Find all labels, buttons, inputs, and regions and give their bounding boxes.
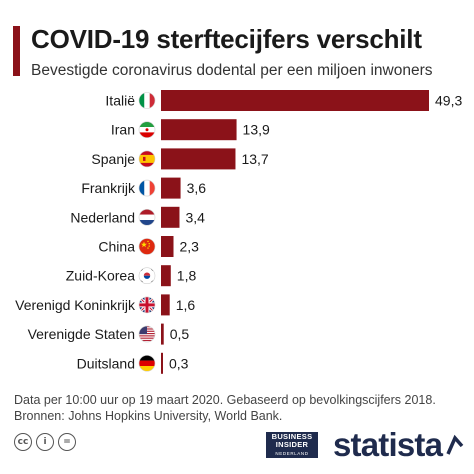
category-label: Verenigd Koninkrijk	[15, 297, 136, 313]
category-label: Nederland	[70, 209, 135, 225]
value-label: 1,6	[176, 297, 196, 313]
bar	[161, 206, 180, 228]
category-label: Spanje	[91, 151, 135, 167]
category-label: China	[98, 239, 135, 255]
spain-flag-icon	[138, 150, 156, 168]
uk-flag-icon	[138, 296, 156, 314]
usa-flag-icon	[138, 325, 156, 343]
bar	[161, 90, 429, 111]
category-label: Verenigde Staten	[28, 326, 135, 342]
value-label: 3,6	[187, 180, 207, 196]
bar	[161, 148, 236, 170]
bar	[161, 265, 171, 287]
value-label: 0,5	[170, 326, 190, 342]
bar	[161, 119, 237, 141]
statista-mark-icon	[446, 434, 464, 455]
bar	[161, 352, 163, 374]
business-insider-logo[interactable]: BUSINESS INSIDER NEDERLAND	[266, 432, 318, 458]
source-note-line-1: Data per 10:00 uur op 19 maart 2020. Geb…	[14, 393, 436, 407]
chart-title: COVID-19 sterftecijfers verschilt	[31, 24, 422, 54]
bar	[161, 323, 164, 345]
business-insider-line-2: INSIDER	[275, 439, 309, 449]
iran-flag-icon	[138, 121, 156, 138]
title-accent-bar	[13, 26, 20, 76]
value-label: 3,4	[185, 209, 205, 225]
chart-subtitle: Bevestigde coronavirus dodental per een …	[31, 62, 433, 79]
category-label: Frankrijk	[81, 180, 136, 196]
cc-icon: cc	[14, 433, 32, 451]
business-insider-line-1: BUSINESS	[271, 431, 313, 441]
value-label: 2,3	[180, 239, 200, 255]
italy-flag-icon	[138, 92, 156, 109]
category-label: Iran	[111, 122, 135, 138]
value-label: 13,7	[241, 151, 268, 167]
netherlands-flag-icon	[138, 209, 156, 226]
category-label: Duitsland	[77, 355, 135, 371]
attribution-icon: i	[36, 433, 54, 451]
statista-wordmark: statista	[333, 426, 443, 463]
france-flag-icon	[138, 179, 156, 197]
value-label: 49,3	[435, 93, 462, 109]
bar	[161, 177, 181, 199]
bar	[161, 236, 174, 257]
business-insider-line-3: NEDERLAND	[275, 450, 309, 456]
china-flag-icon	[138, 238, 156, 255]
bar-chart: Italië 49,3 Iran 13,9 Spanje 13,7 Frankrijk 3,6…	[15, 90, 462, 374]
source-note-line-2: Bronnen: Johns Hopkins University, World…	[14, 409, 283, 423]
bar	[161, 294, 170, 316]
source-note: Data per 10:00 uur op 19 maart 2020. Geb…	[14, 392, 436, 424]
creative-commons-icons[interactable]: cc i =	[14, 433, 76, 451]
south-korea-flag-icon	[138, 267, 156, 285]
value-label: 1,8	[177, 268, 197, 284]
category-label: Italië	[105, 93, 135, 109]
value-label: 13,9	[243, 122, 270, 138]
category-label: Zuid-Korea	[66, 268, 135, 284]
no-derivatives-icon: =	[58, 433, 76, 451]
germany-flag-icon	[138, 354, 156, 372]
value-label: 0,3	[169, 355, 189, 371]
statista-logo[interactable]: statista	[333, 426, 464, 464]
